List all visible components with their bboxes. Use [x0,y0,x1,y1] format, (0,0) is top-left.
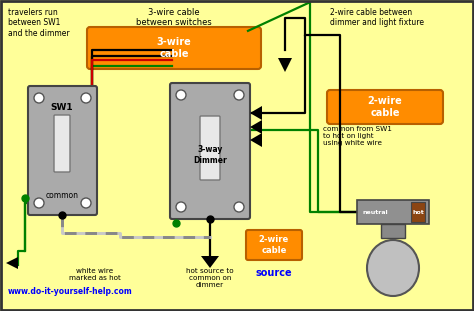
Circle shape [81,93,91,103]
Circle shape [234,90,244,100]
Text: 3-wire cable
between switches: 3-wire cable between switches [136,8,212,27]
Polygon shape [6,257,18,269]
Text: white wire
marked as hot: white wire marked as hot [69,268,121,281]
Text: 3-wire
cable: 3-wire cable [156,37,191,59]
FancyBboxPatch shape [170,83,250,219]
Text: 3-way
Dimmer: 3-way Dimmer [193,145,227,165]
Text: hot source to
common on
dimmer: hot source to common on dimmer [186,268,234,288]
FancyBboxPatch shape [28,86,97,215]
FancyBboxPatch shape [54,115,70,172]
FancyBboxPatch shape [87,27,261,69]
Text: common: common [46,191,79,199]
Ellipse shape [367,240,419,296]
FancyBboxPatch shape [357,200,429,224]
FancyBboxPatch shape [246,230,302,260]
Polygon shape [250,120,262,134]
Polygon shape [278,58,292,72]
Text: common from SW1
to hot on light
using white wire: common from SW1 to hot on light using wh… [323,126,392,146]
Text: SW1: SW1 [51,104,73,113]
FancyBboxPatch shape [327,90,443,124]
Polygon shape [201,256,219,268]
Text: travelers run
between SW1
and the dimmer: travelers run between SW1 and the dimmer [8,8,70,38]
FancyBboxPatch shape [381,224,405,238]
Circle shape [234,202,244,212]
Circle shape [176,202,186,212]
Polygon shape [250,106,262,120]
Polygon shape [250,133,262,147]
Text: www.do-it-yourself-help.com: www.do-it-yourself-help.com [8,287,133,296]
FancyBboxPatch shape [200,116,220,180]
Text: hot: hot [412,210,424,215]
Circle shape [34,198,44,208]
Text: 2-wire
cable: 2-wire cable [259,235,289,255]
FancyBboxPatch shape [411,202,425,222]
Circle shape [81,198,91,208]
Text: neutral: neutral [362,210,388,215]
Text: 2-wire
cable: 2-wire cable [368,96,402,118]
Text: 2-wire cable between
dimmer and light fixture: 2-wire cable between dimmer and light fi… [330,8,424,27]
Circle shape [34,93,44,103]
Text: source: source [255,268,292,278]
Circle shape [176,90,186,100]
